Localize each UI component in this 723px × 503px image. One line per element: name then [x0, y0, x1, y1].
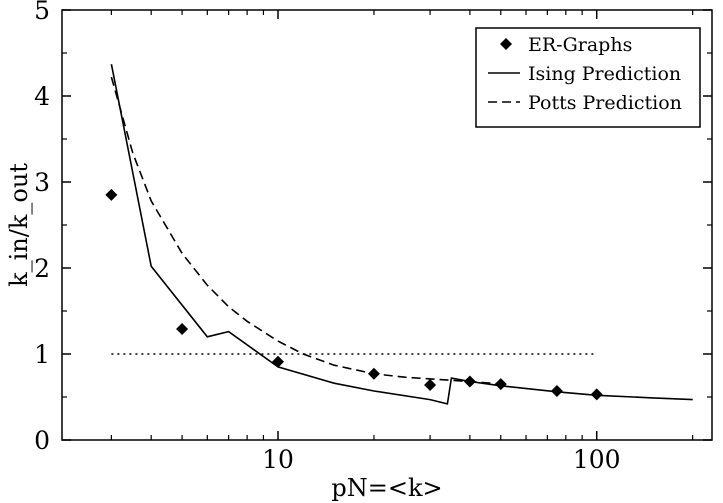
er-graphs-point	[590, 388, 603, 401]
er-graphs-point	[272, 355, 285, 368]
er-graphs-point	[176, 323, 189, 336]
ising-prediction-line	[110, 64, 693, 405]
y-tick-label: 5	[34, 0, 50, 25]
y-axis-label: k_in/k_out	[5, 163, 33, 287]
x-tick-label: 10	[262, 445, 294, 474]
er-graphs-point	[105, 188, 118, 201]
er-graphs-point	[494, 378, 507, 391]
legend-label: ER-Graphs	[528, 34, 632, 56]
tick-labels: 0 1 2 3 4 5 10 100	[34, 0, 620, 474]
y-tick-label: 0	[34, 426, 50, 455]
legend-label: Ising Prediction	[528, 63, 681, 85]
y-tick-label: 3	[34, 168, 50, 197]
potts-prediction-line	[110, 76, 501, 385]
legend-symbol-er-graphs	[500, 38, 512, 50]
y-tick-label: 1	[34, 340, 50, 369]
series-lines	[110, 64, 693, 405]
y-tick-label: 2	[34, 254, 50, 283]
er-graphs-point	[463, 375, 476, 388]
er-graphs-point	[424, 378, 437, 391]
legend: ER-Graphs Ising Prediction Potts Predictio…	[475, 27, 701, 128]
x-tick-label: 100	[573, 445, 621, 474]
legend-box	[475, 27, 701, 128]
y-tick-label: 4	[34, 82, 50, 111]
legend-label: Potts Prediction	[528, 92, 682, 114]
ticks	[62, 9, 712, 441]
er-graphs-point	[550, 384, 563, 397]
series-markers	[105, 188, 603, 401]
er-graphs-point	[367, 367, 380, 380]
x-axis-label: pN=<k>	[331, 474, 442, 502]
